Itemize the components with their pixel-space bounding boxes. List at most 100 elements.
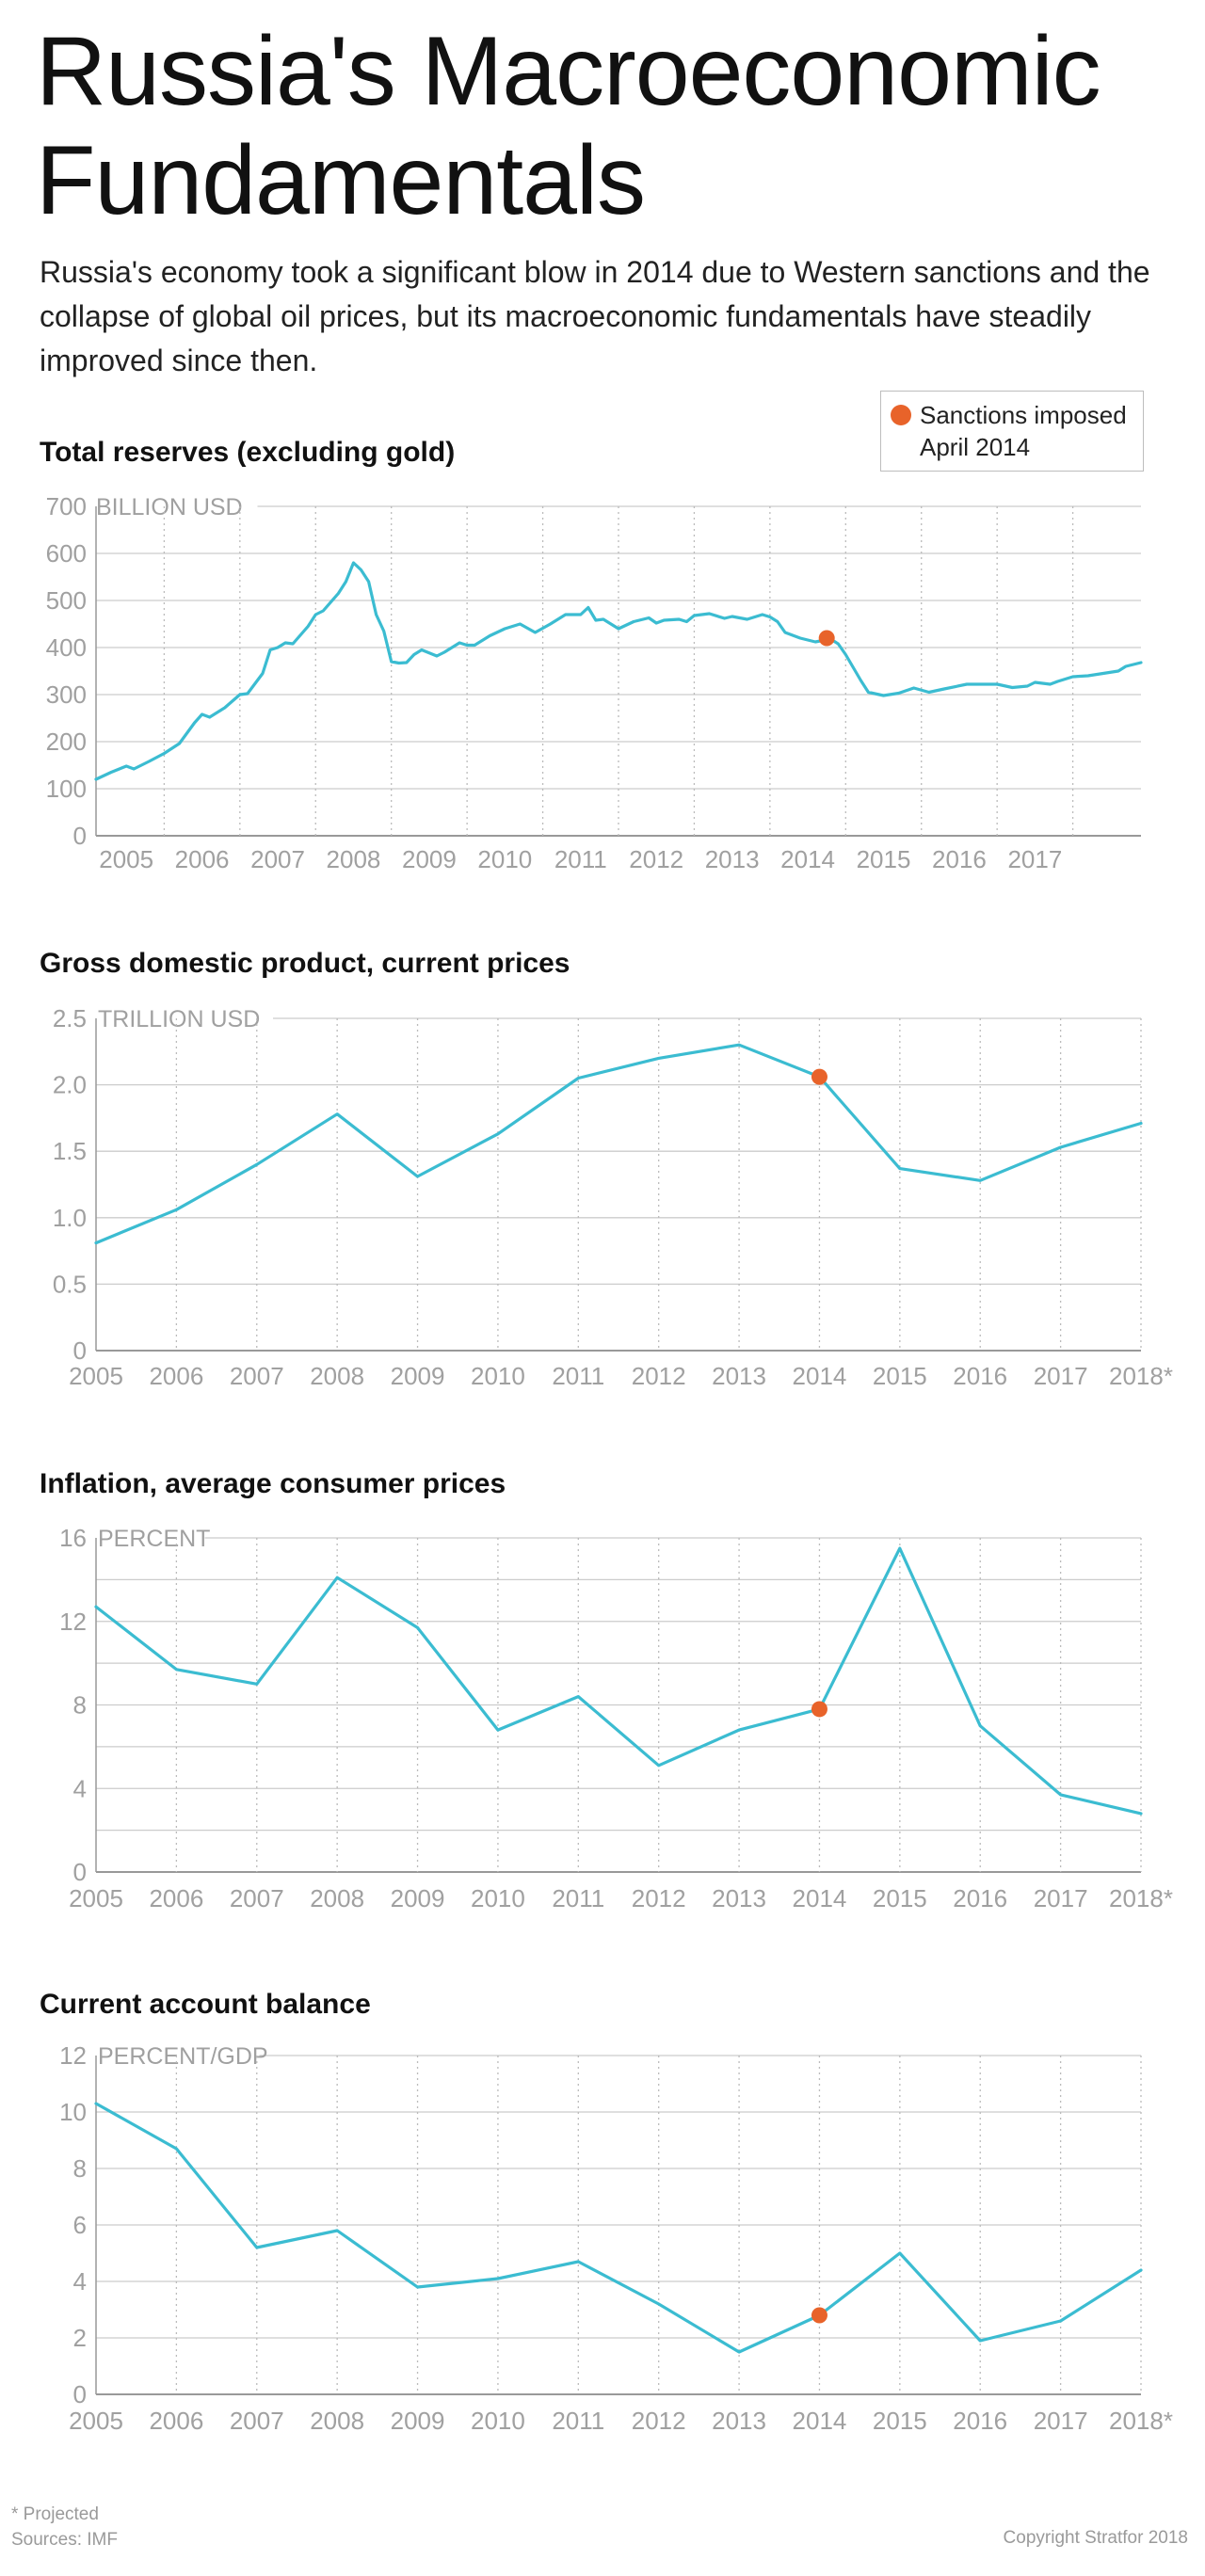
y-tick-label: 400: [46, 633, 87, 662]
y-tick-label: 0: [73, 2380, 87, 2408]
chart-1-reserves: 0 100 200 300 400 500 600 700 BILLION USD 2005 200…: [46, 492, 1143, 873]
x-tick-label: 2018*: [1109, 2407, 1173, 2435]
x-tick-label: 2006: [149, 1884, 203, 1912]
x-tick-label: 2007: [230, 1884, 284, 1912]
y-tick-label: 6: [73, 2211, 87, 2239]
y-tick-label: 2: [73, 2324, 87, 2352]
y-tick-label: 4: [73, 1774, 87, 1802]
x-tick-label: 2013: [712, 1884, 766, 1912]
footer-sources: Sources: IMF: [11, 2530, 118, 2550]
y-tick-label: 0: [73, 822, 87, 850]
x-tick-label: 2014: [793, 2407, 847, 2435]
x-tick-label: 2016: [953, 2407, 1007, 2435]
y-tick-label: 700: [46, 492, 87, 520]
y-tick-label: 16: [59, 1524, 87, 1552]
legend-line1: Sanctions imposed: [920, 401, 1127, 429]
x-tick-label: 2012: [632, 1884, 686, 1912]
y-tick-label: 10: [59, 2098, 87, 2126]
y-tick-label: 2.0: [53, 1071, 87, 1099]
x-tick-label: 2009: [402, 845, 457, 873]
x-tick-label: 2015: [873, 1884, 927, 1912]
y-tick-label: 200: [46, 728, 87, 756]
x-tick-label: 2009: [391, 1362, 445, 1390]
x-tick-label: 2011: [552, 1362, 604, 1390]
x-tick-label: 2008: [310, 2407, 364, 2435]
x-tick-label: 2012: [632, 2407, 686, 2435]
x-tick-label: 2015: [857, 845, 911, 873]
x-tick-label: 2011: [552, 1884, 604, 1912]
y-tick-label: 1.0: [53, 1204, 87, 1232]
legend: Sanctions imposed April 2014: [880, 391, 1144, 472]
x-tick-label: 2005: [69, 2407, 123, 2435]
x-tick-label: 2008: [327, 845, 381, 873]
x-tick-label: 2006: [149, 1362, 203, 1390]
x-tick-label: 2014: [793, 1362, 847, 1390]
x-tick-label: 2013: [705, 845, 760, 873]
y-tick-label: 8: [73, 2154, 87, 2183]
x-tick-label: 2017: [1034, 2407, 1088, 2435]
x-tick-label: 2009: [391, 1884, 445, 1912]
chart-4-title: Current account balance: [40, 1989, 371, 2020]
page-subtitle: Russia's economy took a significant blow…: [40, 255, 1150, 377]
legend-marker: [891, 405, 911, 425]
sanctions-marker: [811, 1701, 827, 1718]
y-tick-label: 2.5: [53, 1004, 87, 1032]
y-tick-label: 0.5: [53, 1270, 87, 1298]
x-tick-label: 2007: [250, 845, 305, 873]
x-tick-label: 2017: [1034, 1362, 1088, 1390]
unit-label: TRILLION USD: [98, 1006, 260, 1032]
y-tick-label: 0: [73, 1336, 87, 1365]
x-tick-label: 2006: [149, 2407, 203, 2435]
chart-2-gdp: 0 0.5 1.0 1.5 2.0 2.5 TRILLION USD 2005 2006 2007…: [53, 1004, 1173, 1390]
x-tick-label: 2010: [471, 1362, 525, 1390]
x-tick-label: 2007: [230, 2407, 284, 2435]
footer-notes: * Projected Sources: IMF: [11, 2502, 118, 2552]
page-title: Russia's Macroeconomic Fundamentals: [36, 17, 1165, 235]
y-tick-label: 12: [59, 2041, 87, 2070]
x-tick-label: 2016: [953, 1884, 1007, 1912]
x-tick-label: 2008: [310, 1884, 364, 1912]
page-title-line2: Fundamentals: [36, 126, 646, 235]
x-tick-label: 2014: [793, 1884, 847, 1912]
y-tick-label: 100: [46, 775, 87, 803]
sanctions-marker: [811, 1068, 827, 1085]
unit-label: BILLION USD: [96, 494, 243, 520]
y-tick-label: 0: [73, 1858, 87, 1886]
chart-2-title: Gross domestic product, current prices: [40, 948, 570, 979]
x-tick-label: 2014: [780, 845, 835, 873]
x-tick-label: 2011: [554, 845, 607, 873]
sanctions-marker: [811, 2307, 827, 2324]
y-tick-label: 12: [59, 1608, 87, 1636]
y-tick-label: 4: [73, 2267, 87, 2296]
y-tick-label: 600: [46, 539, 87, 568]
x-tick-label: 2010: [471, 1884, 525, 1912]
x-tick-label: 2005: [69, 1362, 123, 1390]
x-tick-label: 2018*: [1109, 1884, 1173, 1912]
x-tick-label: 2016: [932, 845, 987, 873]
x-tick-label: 2011: [552, 2407, 604, 2435]
y-tick-label: 8: [73, 1691, 87, 1720]
series-line: [94, 561, 1143, 781]
x-tick-label: 2005: [69, 1884, 123, 1912]
y-tick-label: 500: [46, 586, 87, 615]
sanctions-marker: [818, 630, 835, 647]
x-tick-label: 2015: [873, 1362, 927, 1390]
unit-label: PERCENT/GDP: [98, 2043, 268, 2070]
page-title-line1: Russia's Macroeconomic: [36, 17, 1101, 126]
x-tick-label: 2016: [953, 1362, 1007, 1390]
x-tick-label: 2015: [873, 2407, 927, 2435]
y-tick-label: 300: [46, 680, 87, 709]
x-tick-label: 2010: [471, 2407, 525, 2435]
x-tick-label: 2009: [391, 2407, 445, 2435]
x-tick-label: 2006: [175, 845, 230, 873]
unit-label: PERCENT: [98, 1526, 210, 1552]
x-tick-label: 2013: [712, 2407, 766, 2435]
x-tick-label: 2017: [1034, 1884, 1088, 1912]
footer-projected-note: * Projected: [11, 2504, 99, 2524]
series-line: [94, 1546, 1143, 1816]
chart-3-title: Inflation, average consumer prices: [40, 1468, 506, 1499]
x-tick-label: 2017: [1007, 845, 1062, 873]
x-tick-label: 2010: [477, 845, 532, 873]
x-tick-label: 2007: [230, 1362, 284, 1390]
x-tick-label: 2005: [99, 845, 153, 873]
